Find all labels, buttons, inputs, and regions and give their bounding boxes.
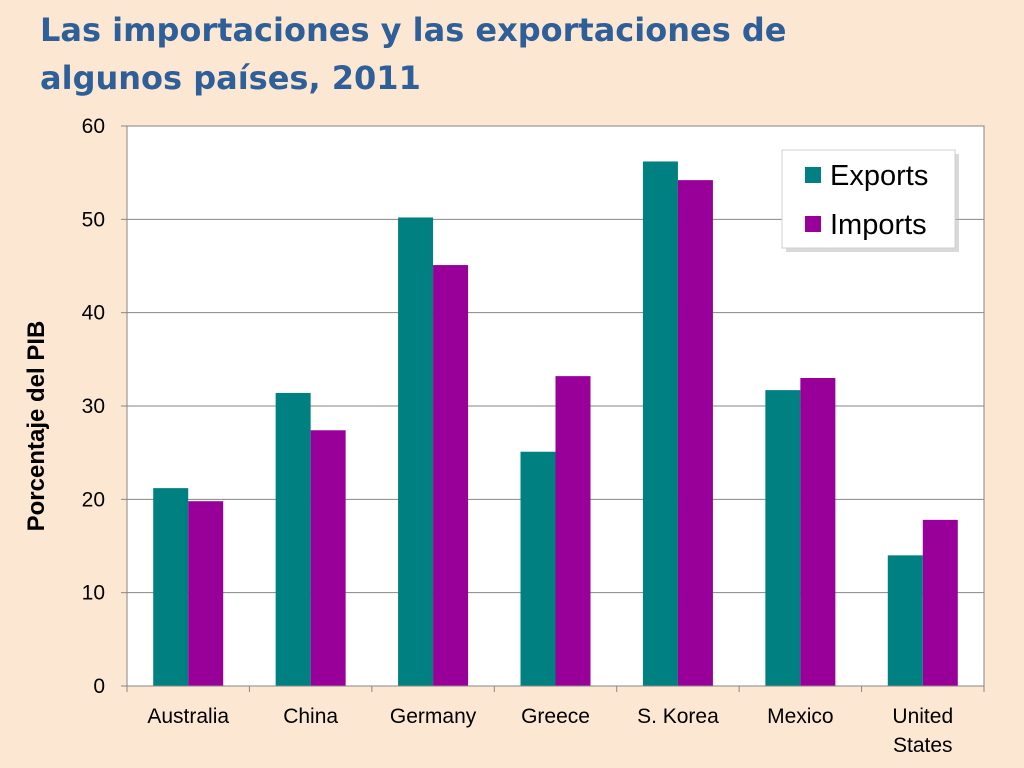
- bar-imports-greece: [555, 376, 591, 686]
- y-tick-label: 50: [82, 208, 105, 231]
- x-tick-label: S. Korea: [637, 705, 719, 728]
- x-tick-label: Mexico: [767, 705, 834, 728]
- legend-swatch-exports: [805, 167, 821, 183]
- slide-title-line2: algunos países, 2011: [40, 59, 421, 97]
- bar-imports-united-states: [922, 519, 958, 686]
- bar-exports-greece: [520, 451, 556, 686]
- bar-imports-germany: [433, 265, 469, 686]
- y-tick-labels: 0 10 20 30 40 50 60: [82, 115, 105, 698]
- y-tick-label: 0: [93, 675, 105, 698]
- bar-exports-mexico: [765, 390, 801, 686]
- y-tick-label: 40: [82, 302, 105, 325]
- bar-exports-united-states: [887, 555, 923, 686]
- y-axis-title: Porcentaje del PIB: [23, 321, 50, 532]
- x-tick-label: Greece: [521, 705, 590, 728]
- legend-label-exports: Exports: [830, 160, 928, 192]
- bar-imports-mexico: [800, 378, 836, 686]
- x-tick-label: Germany: [390, 705, 477, 728]
- legend-swatch-imports: [805, 216, 821, 232]
- axes: [121, 125, 985, 692]
- legend: Exports Imports: [781, 149, 959, 252]
- bar-exports-australia: [153, 488, 189, 686]
- y-tick-label: 30: [82, 395, 105, 418]
- x-tick-label: China: [283, 705, 338, 728]
- plot-border: [126, 125, 985, 687]
- slide-title: Las importaciones y las exportaciones de…: [40, 6, 1000, 102]
- y-tick-label: 20: [82, 488, 105, 511]
- bar-imports-s-korea: [677, 180, 713, 686]
- bar-exports-china: [275, 392, 311, 686]
- x-tick-label: Australia: [147, 705, 229, 728]
- bar-imports-china: [310, 430, 346, 686]
- y-tick-label: 60: [82, 115, 105, 138]
- x-tick-labels: Australia China Germany Greece S. Korea Mexic…: [147, 705, 953, 757]
- bars: [153, 161, 958, 686]
- legend-label-imports: Imports: [830, 209, 927, 241]
- bar-exports-s-korea: [642, 161, 678, 686]
- bar-imports-australia: [188, 501, 224, 686]
- y-tick-label: 10: [82, 582, 105, 605]
- x-tick-label: United States: [892, 705, 953, 757]
- slide-title-line1: Las importaciones y las exportaciones de: [40, 11, 787, 49]
- bar-exports-germany: [398, 217, 434, 686]
